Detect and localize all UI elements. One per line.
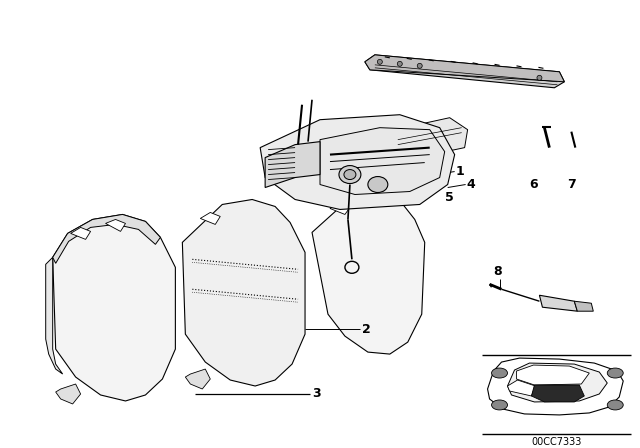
Polygon shape [365,55,564,82]
Polygon shape [320,128,445,194]
Polygon shape [52,215,175,401]
Polygon shape [312,193,425,354]
Text: 2: 2 [362,323,371,336]
Ellipse shape [492,400,508,410]
Polygon shape [200,212,220,224]
Polygon shape [365,55,564,88]
Polygon shape [574,301,593,311]
Polygon shape [265,142,320,188]
Text: 6: 6 [529,178,538,191]
Text: 7: 7 [567,178,576,191]
Polygon shape [508,363,607,402]
Ellipse shape [344,169,356,180]
Polygon shape [508,380,536,396]
Polygon shape [70,228,91,239]
Polygon shape [516,365,589,385]
Polygon shape [106,220,125,232]
Ellipse shape [607,400,623,410]
Ellipse shape [492,368,508,378]
Circle shape [417,63,422,69]
Text: 5: 5 [445,191,454,204]
Polygon shape [186,369,211,389]
Text: 1: 1 [456,165,465,178]
Polygon shape [531,385,584,402]
Ellipse shape [339,166,361,184]
Polygon shape [393,118,468,159]
Polygon shape [45,257,63,374]
Text: 4: 4 [467,178,476,191]
Polygon shape [260,115,454,210]
Circle shape [537,75,542,80]
Ellipse shape [607,368,623,378]
Circle shape [397,61,403,66]
Circle shape [378,59,382,65]
Polygon shape [182,199,305,386]
Polygon shape [330,202,350,215]
Polygon shape [488,358,623,415]
Ellipse shape [368,177,388,193]
Text: 3: 3 [312,388,321,401]
Polygon shape [56,384,81,404]
Text: 00CC7333: 00CC7333 [531,437,582,447]
Polygon shape [52,215,161,263]
Polygon shape [540,295,577,311]
Text: 8: 8 [493,265,502,278]
